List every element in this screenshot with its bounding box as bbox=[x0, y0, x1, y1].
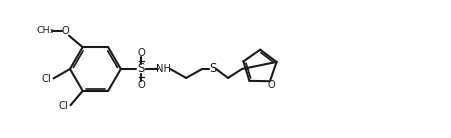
Text: O: O bbox=[267, 80, 274, 90]
Text: Cl: Cl bbox=[59, 101, 68, 111]
Text: CH₃: CH₃ bbox=[37, 26, 54, 35]
Text: S: S bbox=[137, 63, 144, 75]
Text: O: O bbox=[137, 48, 145, 58]
Text: O: O bbox=[61, 26, 69, 36]
Text: O: O bbox=[137, 80, 145, 90]
Text: NH: NH bbox=[155, 63, 170, 74]
Text: S: S bbox=[208, 63, 216, 75]
Text: Cl: Cl bbox=[41, 74, 51, 84]
